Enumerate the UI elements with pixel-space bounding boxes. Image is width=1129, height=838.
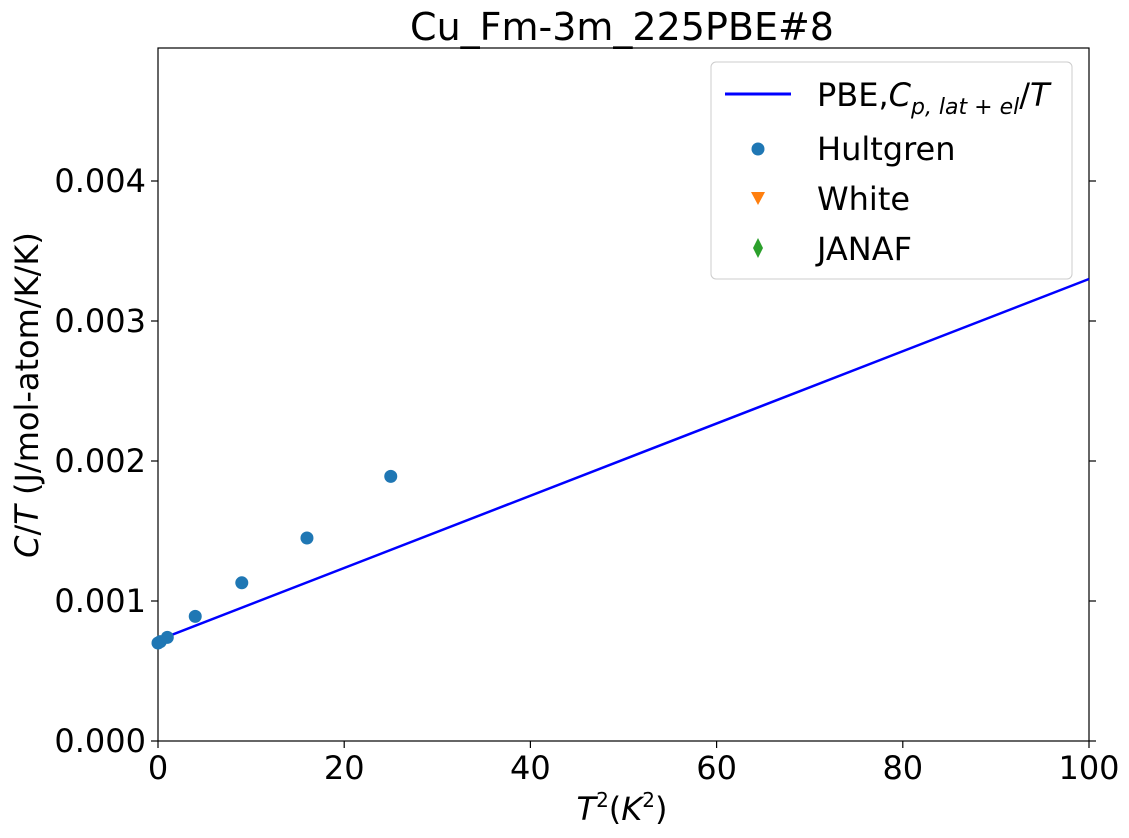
y-tick-label: 0.002 (54, 442, 146, 480)
chart-title: Cu_Fm-3m_225PBE#8 (410, 5, 834, 49)
x-tick-label: 60 (696, 749, 737, 787)
hultgren-point (160, 630, 174, 644)
hultgren-point (235, 576, 249, 590)
hultgren-point (384, 469, 398, 483)
y-axis: 0.000 0.001 0.002 0.003 0.004 (54, 162, 1096, 760)
x-tick-label: 0 (148, 749, 168, 787)
legend-circle-marker (751, 142, 765, 156)
x-tick-label: 100 (1058, 749, 1119, 787)
hultgren-point (300, 531, 314, 545)
pbe-line (157, 277, 1090, 642)
legend-label-pbe: PBE,Cp, lat + el/T (817, 76, 1052, 120)
y-tick-label: 0.001 (54, 582, 146, 620)
legend-label-hultgren: Hultgren (817, 130, 956, 168)
x-tick-label: 20 (324, 749, 365, 787)
legend-label-white: White (817, 180, 910, 218)
y-axis-label: C/T (J/mol-atom/K/K) (8, 232, 46, 558)
legend: PBE,Cp, lat + el/T Hultgren White JANAF (710, 61, 1073, 280)
plot-frame (157, 47, 1090, 742)
series-layer (151, 277, 1090, 650)
y-tick-label: 0.000 (54, 722, 146, 760)
x-tick-label: 80 (882, 749, 923, 787)
hultgren-point (188, 609, 202, 623)
legend-triangle-marker (751, 192, 765, 205)
y-tick-label: 0.004 (54, 162, 146, 200)
x-axis-label: T2(K2) (577, 788, 668, 828)
legend-label-janaf: JANAF (815, 230, 912, 268)
legend-box (710, 61, 1073, 280)
y-tick-label: 0.003 (54, 302, 146, 340)
x-tick-label: 40 (510, 749, 551, 787)
legend-diamond-marker (753, 238, 763, 258)
x-axis: 0 20 40 60 80 100 (148, 741, 1120, 787)
